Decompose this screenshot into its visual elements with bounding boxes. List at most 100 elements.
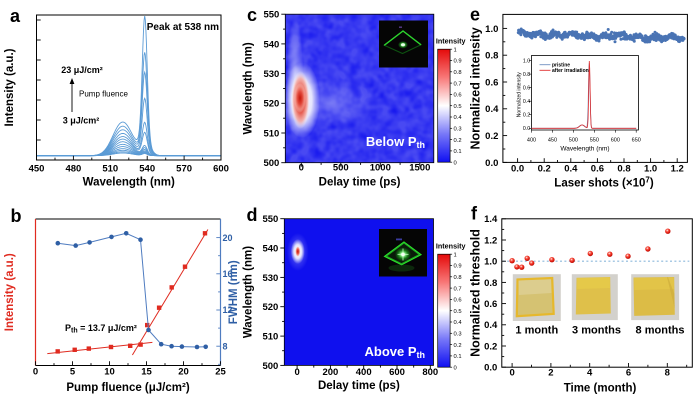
svg-text:Normalized intensity: Normalized intensity (517, 72, 523, 118)
svg-text:0.2: 0.2 (538, 163, 551, 174)
svg-text:0.8: 0.8 (523, 72, 530, 78)
svg-text:540: 540 (262, 243, 278, 254)
svg-text:Wavelength (nm): Wavelength (nm) (560, 145, 609, 152)
svg-text:540: 540 (263, 39, 279, 50)
svg-text:480: 480 (65, 164, 81, 175)
svg-text:0: 0 (33, 367, 38, 378)
svg-text:16: 16 (223, 269, 233, 279)
svg-text:0.8: 0.8 (454, 275, 462, 281)
svg-text:0.4: 0.4 (564, 163, 578, 174)
svg-text:Pump fluence: Pump fluence (79, 90, 128, 99)
svg-text:23 μJ/cm²: 23 μJ/cm² (61, 65, 103, 75)
svg-text:Above Pth: Above Pth (364, 344, 425, 360)
svg-text:1.0: 1.0 (484, 257, 497, 268)
svg-text:0.6: 0.6 (591, 163, 604, 174)
svg-text:8 months: 8 months (636, 325, 685, 337)
svg-text:0.4: 0.4 (485, 104, 499, 115)
svg-text:0.0: 0.0 (484, 363, 497, 374)
svg-text:540: 540 (139, 164, 155, 175)
svg-text:Normalized threshold: Normalized threshold (469, 229, 483, 357)
svg-text:0.8: 0.8 (484, 278, 497, 289)
svg-text:0: 0 (454, 160, 457, 166)
svg-text:0.4: 0.4 (454, 320, 463, 326)
svg-text:0.6: 0.6 (484, 299, 497, 310)
svg-text:500: 500 (333, 163, 349, 174)
svg-text:Pump fluence (μJ/cm²): Pump fluence (μJ/cm²) (66, 382, 190, 394)
svg-text:550: 550 (590, 138, 599, 144)
svg-text:0.3: 0.3 (454, 127, 462, 133)
svg-text:1.4: 1.4 (484, 214, 498, 225)
svg-text:pristine: pristine (552, 63, 570, 69)
svg-text:1 month: 1 month (515, 325, 558, 337)
svg-text:12: 12 (223, 305, 233, 315)
svg-text:1500: 1500 (409, 163, 430, 174)
svg-text:0.1: 0.1 (454, 354, 462, 360)
svg-text:0.3: 0.3 (454, 332, 462, 338)
svg-text:Intensity (a.u.): Intensity (a.u.) (4, 253, 16, 331)
svg-text:450: 450 (548, 138, 557, 144)
svg-text:0.0: 0.0 (485, 158, 498, 169)
svg-text:c: c (247, 5, 257, 25)
svg-text:1.0: 1.0 (644, 163, 657, 174)
svg-text:8: 8 (665, 368, 670, 379)
svg-text:800: 800 (422, 367, 438, 378)
svg-text:2: 2 (548, 368, 553, 379)
svg-text:0.8: 0.8 (617, 163, 630, 174)
svg-text:0.4: 0.4 (523, 99, 530, 105)
svg-text:Wavelength (nm): Wavelength (nm) (243, 42, 255, 134)
svg-text:0.6: 0.6 (485, 77, 498, 88)
svg-text:0.6: 0.6 (454, 298, 462, 304)
svg-text:0.0: 0.0 (523, 126, 530, 132)
svg-text:0: 0 (294, 367, 299, 378)
svg-text:15: 15 (141, 367, 152, 378)
svg-text:600: 600 (389, 367, 405, 378)
svg-text:510: 510 (262, 331, 278, 342)
svg-text:0.2: 0.2 (454, 343, 462, 349)
svg-text:0: 0 (509, 368, 514, 379)
svg-text:0.0: 0.0 (511, 163, 524, 174)
svg-text:400: 400 (356, 367, 372, 378)
svg-text:f: f (471, 204, 478, 224)
svg-text:600: 600 (213, 164, 229, 175)
svg-text:Wavelength (nm): Wavelength (nm) (243, 246, 255, 338)
svg-text:5: 5 (70, 367, 76, 378)
svg-text:b: b (11, 206, 22, 226)
svg-text:500: 500 (569, 138, 578, 144)
svg-text:550: 550 (263, 10, 279, 21)
svg-text:0.5: 0.5 (454, 104, 462, 110)
svg-text:d: d (247, 205, 258, 225)
svg-text:0.2: 0.2 (485, 131, 498, 142)
svg-text:FWHM (nm): FWHM (nm) (228, 260, 240, 324)
svg-text:550: 550 (262, 214, 278, 225)
svg-text:500: 500 (262, 361, 278, 372)
svg-text:510: 510 (263, 128, 279, 139)
svg-text:1.0: 1.0 (523, 58, 530, 64)
svg-text:0.1: 0.1 (454, 149, 462, 155)
svg-text:0.2: 0.2 (484, 341, 497, 352)
svg-text:500: 500 (263, 158, 279, 169)
svg-text:520: 520 (263, 99, 279, 110)
svg-text:0.4: 0.4 (454, 115, 463, 121)
svg-text:8: 8 (223, 341, 228, 351)
svg-text:0.9: 0.9 (454, 264, 462, 270)
svg-text:Pth = 13.7 μJ/cm²: Pth = 13.7 μJ/cm² (65, 323, 137, 335)
svg-text:0.5: 0.5 (454, 309, 462, 315)
svg-text:0.2: 0.2 (523, 113, 530, 119)
svg-text:20: 20 (178, 367, 189, 378)
svg-text:Delay time (ps): Delay time (ps) (319, 176, 401, 188)
svg-text:Normalized intensity: Normalized intensity (469, 27, 483, 149)
svg-text:0.9: 0.9 (454, 59, 462, 65)
svg-text:0.6: 0.6 (454, 93, 462, 99)
svg-text:200: 200 (322, 367, 338, 378)
svg-text:450: 450 (29, 164, 45, 175)
svg-text:0.2: 0.2 (454, 138, 462, 144)
svg-text:1.2: 1.2 (484, 235, 497, 246)
svg-text:1.2: 1.2 (671, 163, 684, 174)
svg-text:530: 530 (263, 69, 279, 80)
svg-text:0.4: 0.4 (484, 320, 498, 331)
svg-text:650: 650 (632, 138, 641, 144)
svg-text:1: 1 (454, 47, 457, 53)
svg-text:530: 530 (262, 273, 278, 284)
svg-text:0: 0 (454, 365, 457, 371)
svg-text:0.6: 0.6 (523, 86, 530, 92)
